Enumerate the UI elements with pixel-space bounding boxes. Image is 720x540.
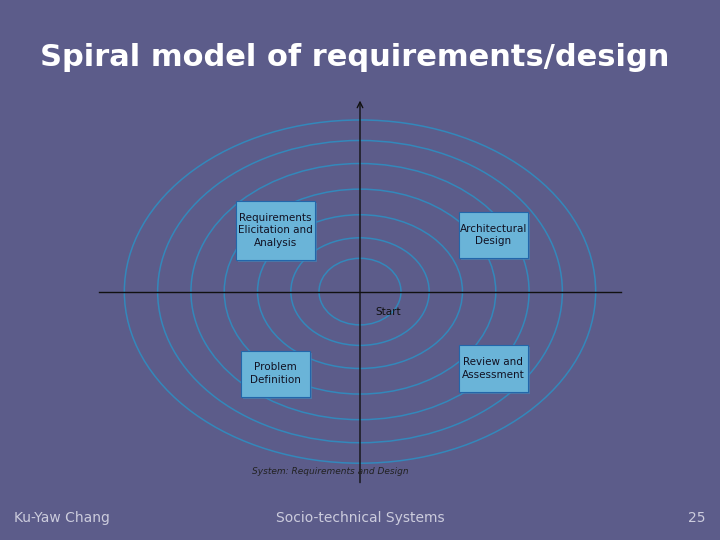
Text: Spiral model of requirements/design: Spiral model of requirements/design <box>40 43 669 72</box>
Text: System: Requirements and Design: System: Requirements and Design <box>253 467 409 476</box>
FancyBboxPatch shape <box>243 353 312 399</box>
Text: Problem
Definition: Problem Definition <box>250 362 301 385</box>
FancyBboxPatch shape <box>459 346 528 392</box>
FancyBboxPatch shape <box>461 347 530 394</box>
FancyBboxPatch shape <box>235 201 315 260</box>
FancyBboxPatch shape <box>241 350 310 396</box>
Text: Socio-technical Systems: Socio-technical Systems <box>276 511 444 525</box>
Text: Start: Start <box>375 307 401 317</box>
FancyBboxPatch shape <box>459 212 528 258</box>
Text: Requirements
Elicitation and
Analysis: Requirements Elicitation and Analysis <box>238 213 313 247</box>
Text: Ku-Yaw Chang: Ku-Yaw Chang <box>14 511 110 525</box>
Text: 25: 25 <box>688 511 706 525</box>
Text: Review and
Assessment: Review and Assessment <box>462 357 525 380</box>
Text: Architectural
Design: Architectural Design <box>459 224 527 246</box>
FancyBboxPatch shape <box>238 202 318 262</box>
FancyBboxPatch shape <box>461 214 530 260</box>
